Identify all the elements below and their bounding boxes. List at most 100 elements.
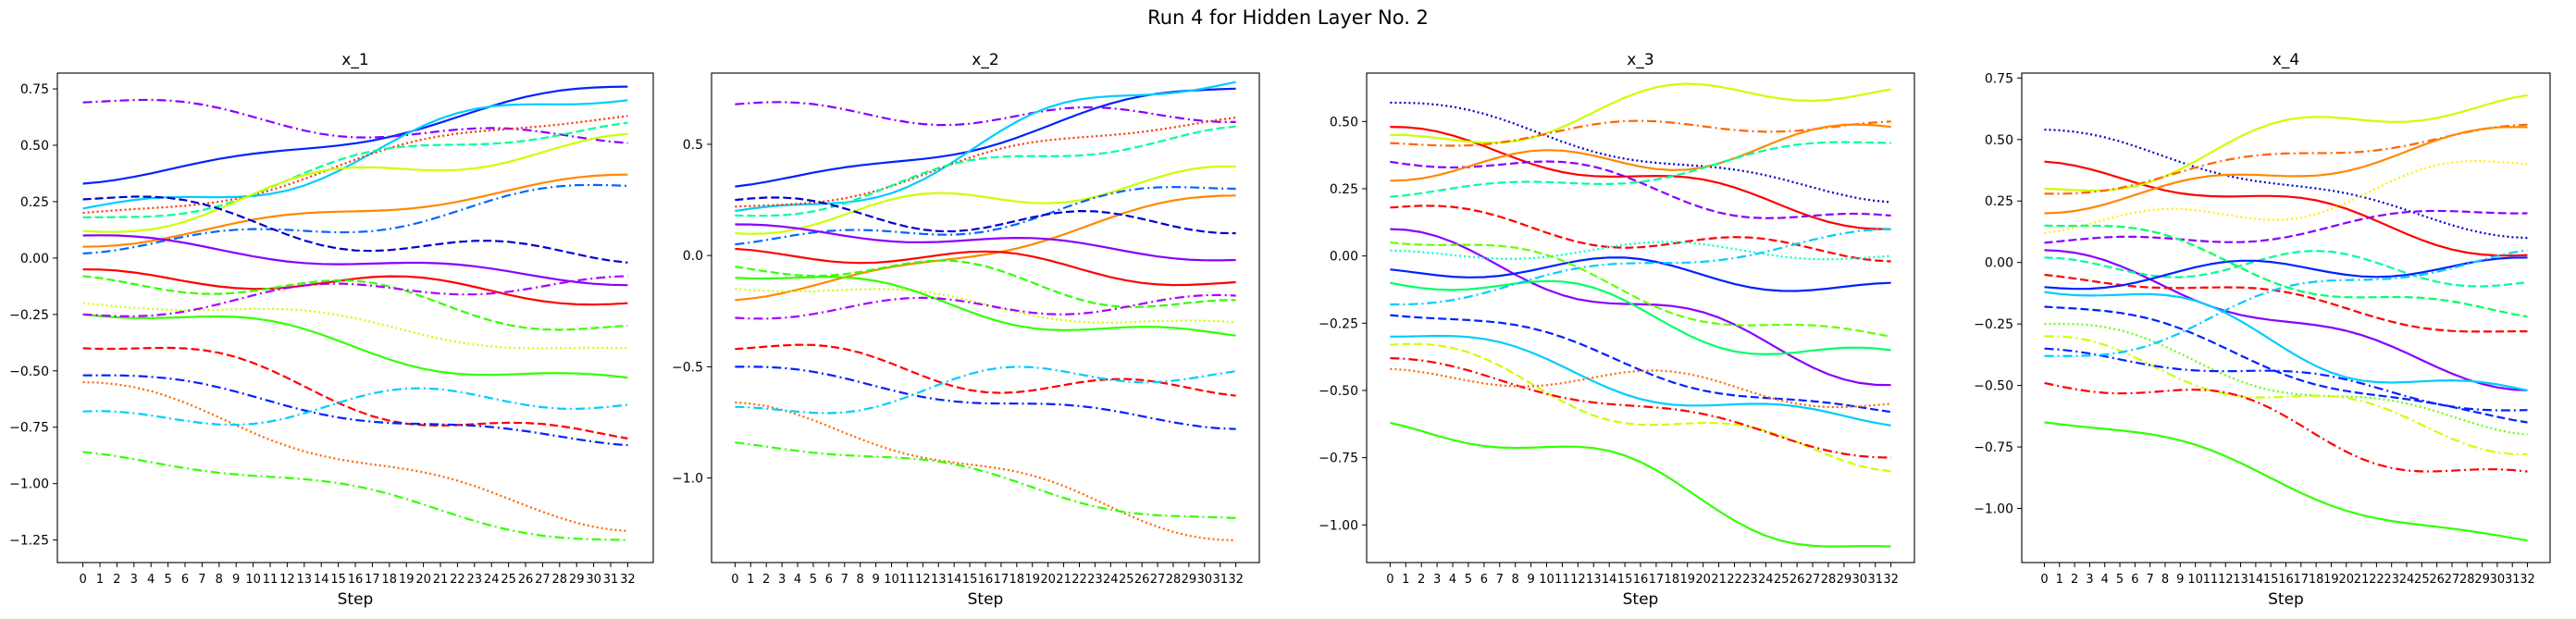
x-tick-label: 9 [232, 573, 240, 587]
x-tick-label: 21 [433, 573, 449, 587]
series-line-13 [82, 302, 628, 350]
series-line-20 [735, 293, 1236, 320]
series-line-5 [82, 121, 628, 219]
series-line-19 [1390, 228, 1891, 306]
y-tick-label: −0.75 [1319, 452, 1358, 466]
x-tick-label: 9 [872, 573, 879, 587]
y-tick-label: −1.00 [9, 477, 49, 492]
x-tick-label: 12 [279, 573, 295, 587]
x-tick-label: 16 [348, 573, 364, 587]
x-tick-label: 15 [962, 573, 978, 587]
series-line-7 [1390, 141, 1891, 198]
series-line-19 [82, 451, 628, 541]
x-tick-label: 19 [399, 573, 415, 587]
x-tick-label: 23 [467, 573, 483, 587]
x-tick-label: 1 [96, 573, 104, 587]
x-tick-label: 10 [2187, 573, 2203, 587]
series-line-19 [2044, 421, 2528, 542]
x-tick-label: 31 [603, 573, 619, 587]
series-line-5 [1390, 160, 1891, 219]
x-tick-label: 0 [731, 573, 738, 587]
x-tick-label: 2 [2071, 573, 2078, 587]
series-line-9 [82, 195, 628, 264]
x-tick-label: 0 [79, 573, 86, 587]
series-line-16 [1390, 357, 1891, 459]
x-tick-label: 21 [1056, 573, 1071, 587]
x-tick-label: 14 [2248, 573, 2264, 587]
series-line-12 [735, 259, 1236, 308]
series-line-14 [735, 276, 1236, 337]
x-tick-label: 16 [2278, 573, 2294, 587]
x-tick-label: 10 [1539, 573, 1554, 587]
y-tick-label: 0.00 [1330, 250, 1358, 265]
x-tick-label: 28 [1166, 573, 1182, 587]
x-tick-label: 31 [1867, 573, 1883, 587]
x-tick-label: 6 [2131, 573, 2138, 587]
series-line-11 [1390, 256, 1891, 292]
x-tick-label: 10 [245, 573, 261, 587]
x-tick-label: 20 [1695, 573, 1711, 587]
x-tick-label: 28 [552, 573, 568, 587]
series-line-18 [1390, 421, 1891, 548]
x-tick-label: 5 [164, 573, 171, 587]
x-tick-label: 18 [1009, 573, 1025, 587]
x-tick-label: 23 [1087, 573, 1103, 587]
x-tick-label: 32 [1883, 573, 1899, 587]
x-tick-label: 7 [2147, 573, 2154, 587]
y-tick-label: −0.75 [1974, 440, 2013, 455]
x-tick-label: 26 [1790, 573, 1805, 587]
x-tick-label: 27 [2445, 573, 2460, 587]
x-tick-label: 0 [1386, 573, 1393, 587]
x-tick-label: 17 [994, 573, 1009, 587]
x-tick-label: 1 [2056, 573, 2063, 587]
series-line-4 [735, 117, 1236, 208]
x-tick-label: 1 [747, 573, 754, 587]
x-tick-label: 29 [2474, 573, 2490, 587]
subplot-title: x_3 [1627, 51, 1653, 69]
x-tick-label: 12 [2218, 573, 2234, 587]
x-tick-label: 18 [2309, 573, 2324, 587]
x-tick-label: 29 [1182, 573, 1197, 587]
series-group [2044, 93, 2528, 542]
x-tick-label: 22 [1071, 573, 1087, 587]
series-line-10 [1390, 241, 1891, 261]
x-tick-label: 17 [365, 573, 380, 587]
y-tick-label: 0.50 [1330, 115, 1358, 130]
y-tick-label: −0.50 [9, 365, 49, 379]
x-axis-label: Step [2268, 590, 2304, 609]
series-line-6 [82, 132, 628, 233]
x-tick-label: 22 [450, 573, 465, 587]
y-tick-label: −0.25 [1319, 316, 1358, 331]
subplot-x_1: x_10 1 2 3 4 5 6 7 8 9 10 11 12 13 14 15 16 17 18 19 20 21 22 2… [9, 51, 654, 609]
subplot-x_3: x_30 1 2 3 4 5 6 7 8 9 10 11 12 13 14 15 16 17 18 19 20 21 22 2… [1319, 51, 1915, 609]
series-line-3 [2044, 93, 2528, 192]
y-tick-label: −0.25 [9, 308, 49, 323]
series-line-13 [1390, 314, 1891, 414]
x-tick-label: 11 [2203, 573, 2219, 587]
x-tick-label: 13 [1586, 573, 1602, 587]
x-tick-label: 24 [2399, 573, 2415, 587]
y-tick-label: 0.75 [20, 82, 49, 97]
series-line-3 [82, 99, 628, 210]
subplot-title: x_2 [972, 51, 998, 69]
figure-suptitle: Run 4 for Hidden Layer No. 2 [1147, 6, 1429, 29]
subplot-x_4: x_40 1 2 3 4 5 6 7 8 9 10 11 12 13 14 15 16 17 18 19 20 21 22 2… [1974, 51, 2551, 609]
series-line-19 [735, 441, 1236, 519]
x-tick-label: 8 [2161, 573, 2169, 587]
series-line-1 [1390, 101, 1891, 204]
y-tick-label: 0.00 [1985, 256, 2013, 271]
x-tick-label: 22 [2369, 573, 2384, 587]
series-line-4 [1390, 119, 1891, 147]
x-tick-label: 22 [1727, 573, 1742, 587]
x-tick-label: 12 [915, 573, 931, 587]
y-tick-label: 0.25 [20, 195, 49, 210]
series-line-12 [1390, 279, 1891, 355]
x-tick-label: 3 [1433, 573, 1441, 587]
x-tick-label: 30 [1197, 573, 1213, 587]
x-tick-label: 1 [1402, 573, 1409, 587]
x-tick-label: 3 [2086, 573, 2093, 587]
x-tick-label: 8 [1512, 573, 1519, 587]
y-tick-label: −0.25 [1974, 317, 2013, 332]
x-tick-label: 26 [1134, 573, 1150, 587]
